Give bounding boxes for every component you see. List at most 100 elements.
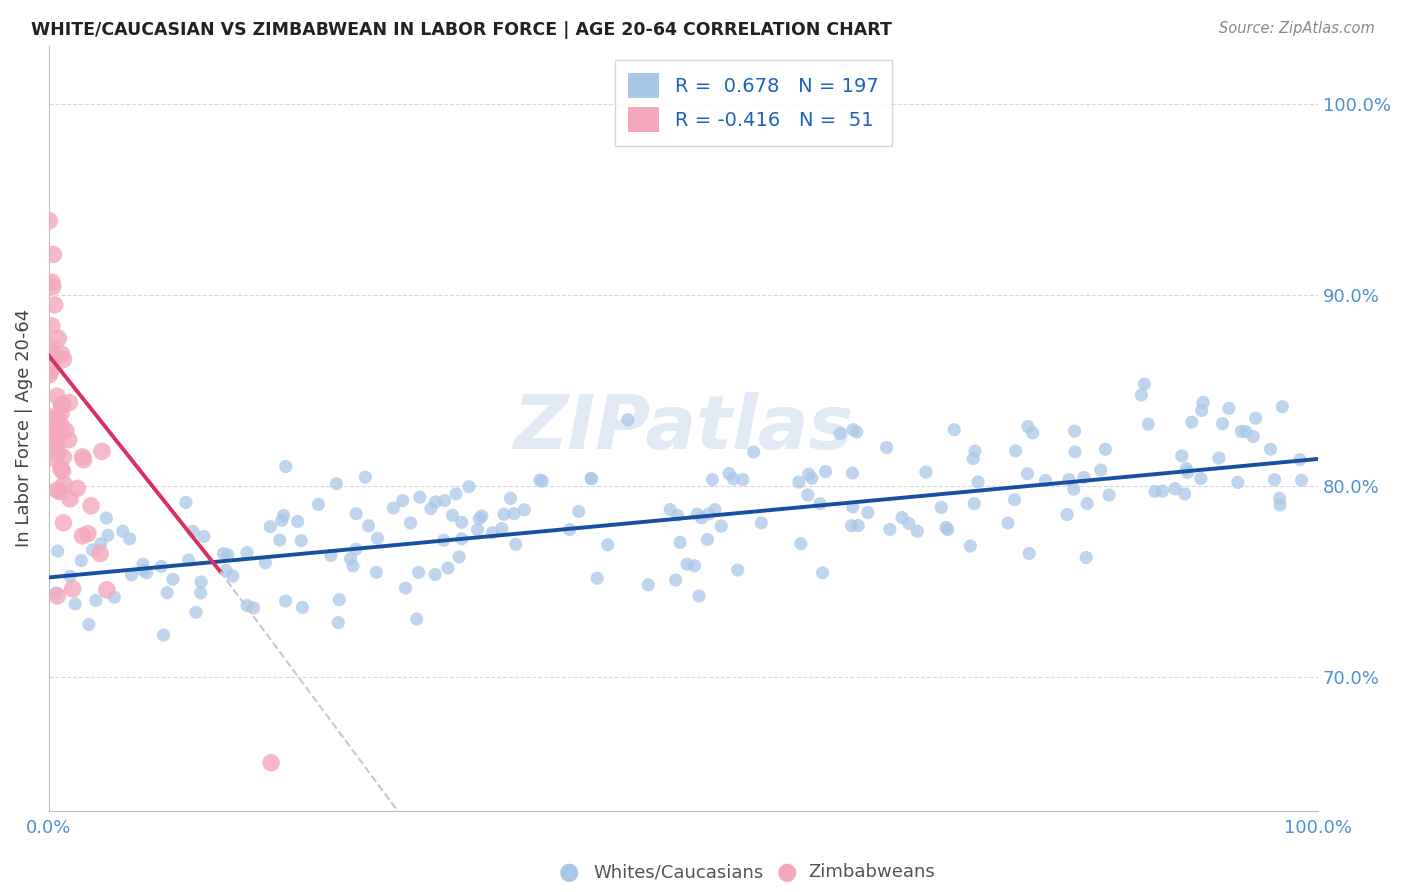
Point <box>287 515 309 529</box>
Y-axis label: In Labor Force | Age 20-64: In Labor Force | Age 20-64 <box>15 310 32 548</box>
Point <box>308 498 330 512</box>
Point <box>121 567 143 582</box>
Point <box>915 465 938 479</box>
Point <box>342 558 364 573</box>
Point <box>935 520 957 534</box>
Point <box>959 539 981 553</box>
Point <box>800 471 823 485</box>
Point <box>491 522 513 536</box>
Text: ●: ● <box>560 861 579 884</box>
Point <box>49 462 72 476</box>
Point <box>1130 388 1153 402</box>
Point <box>1064 445 1087 459</box>
Point <box>354 470 377 484</box>
Point <box>38 213 60 227</box>
Point <box>842 423 865 437</box>
Point <box>162 572 184 586</box>
Point <box>962 451 984 466</box>
Point <box>51 398 73 412</box>
Point <box>46 411 69 425</box>
Point <box>366 531 388 545</box>
Point <box>90 537 112 551</box>
Point <box>366 566 388 580</box>
Point <box>38 368 60 382</box>
Point <box>856 506 879 520</box>
Point <box>260 756 283 770</box>
Point <box>696 533 718 547</box>
Point <box>52 516 75 530</box>
Point <box>270 513 292 527</box>
Point <box>1177 466 1199 480</box>
Point <box>344 542 367 557</box>
Point <box>269 533 291 547</box>
Point <box>70 553 93 567</box>
Point <box>82 543 104 558</box>
Point <box>797 467 820 482</box>
Point <box>450 532 472 546</box>
Point <box>89 546 111 560</box>
Point <box>77 526 100 541</box>
Point <box>503 507 526 521</box>
Point <box>1226 475 1249 490</box>
Point <box>845 425 868 439</box>
Point <box>51 406 73 420</box>
Point <box>328 592 350 607</box>
Point <box>1191 403 1213 417</box>
Point <box>1133 377 1156 392</box>
Point <box>181 524 204 539</box>
Point <box>905 524 928 539</box>
Point <box>132 564 155 578</box>
Point <box>42 247 65 261</box>
Point <box>391 493 413 508</box>
Point <box>45 428 67 442</box>
Text: WHITE/CAUCASIAN VS ZIMBABWEAN IN LABOR FORCE | AGE 20-64 CORRELATION CHART: WHITE/CAUCASIAN VS ZIMBABWEAN IN LABOR F… <box>31 21 891 38</box>
Point <box>51 464 73 478</box>
Point <box>63 597 86 611</box>
Point <box>450 516 472 530</box>
Point <box>1181 415 1204 429</box>
Point <box>441 508 464 523</box>
Point <box>46 389 69 403</box>
Point <box>596 538 619 552</box>
Point <box>811 566 834 580</box>
Point <box>419 501 441 516</box>
Point <box>72 450 94 464</box>
Point <box>274 594 297 608</box>
Point <box>150 559 173 574</box>
Point <box>997 516 1019 530</box>
Point <box>1098 488 1121 502</box>
Point <box>1056 508 1078 522</box>
Point <box>723 472 745 486</box>
Point <box>471 508 494 523</box>
Point <box>731 473 754 487</box>
Point <box>1017 467 1039 481</box>
Point <box>749 516 772 530</box>
Point <box>666 508 689 523</box>
Point <box>399 516 422 530</box>
Point <box>499 491 522 506</box>
Point <box>1022 425 1045 440</box>
Point <box>467 523 489 537</box>
Text: Source: ZipAtlas.com: Source: ZipAtlas.com <box>1219 21 1375 36</box>
Point <box>814 465 837 479</box>
Point <box>1035 474 1057 488</box>
Point <box>558 523 581 537</box>
Point <box>727 563 749 577</box>
Point <box>118 532 141 546</box>
Point <box>41 410 63 425</box>
Point <box>236 599 259 613</box>
Point <box>579 471 602 485</box>
Point <box>1208 450 1230 465</box>
Point <box>90 444 112 458</box>
Point <box>1004 444 1026 458</box>
Point <box>929 500 952 515</box>
Point <box>59 491 82 506</box>
Point <box>405 612 427 626</box>
Point <box>842 500 865 515</box>
Point <box>1271 400 1294 414</box>
Point <box>152 628 174 642</box>
Point <box>48 484 70 499</box>
Point <box>1189 471 1212 485</box>
Point <box>505 537 527 551</box>
Point <box>46 544 69 558</box>
